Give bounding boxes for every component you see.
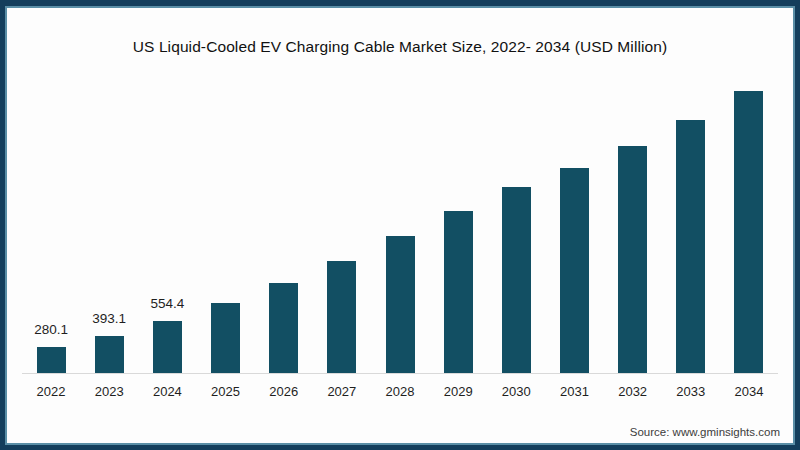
bar-group: [487, 91, 545, 373]
bars-row: 280.1 393.1 554.4: [22, 91, 778, 373]
bar-group: [429, 91, 487, 373]
bar: [734, 91, 763, 373]
x-axis-label: 2034: [720, 384, 778, 399]
bar: [153, 321, 182, 373]
bar-value-label: 393.1: [92, 311, 126, 326]
x-axis-label: 2023: [80, 384, 138, 399]
chart-frame: US Liquid-Cooled EV Charging Cable Marke…: [0, 0, 800, 450]
x-axis-label: 2025: [196, 384, 254, 399]
bar: [618, 146, 647, 373]
bar: [211, 303, 240, 374]
x-axis-label: 2028: [371, 384, 429, 399]
bar: [37, 347, 66, 373]
x-axis-label: 2029: [429, 384, 487, 399]
x-axis-labels: 2022202320242025202620272028202920302031…: [22, 384, 778, 399]
bar-group: 393.1: [80, 91, 138, 373]
plot-area: 280.1 393.1 554.4 202220232024202520262027…: [22, 91, 778, 399]
x-axis-label: 2033: [662, 384, 720, 399]
x-axis-label: 2031: [545, 384, 603, 399]
bar-group: [720, 91, 778, 373]
bar-group: 280.1: [22, 91, 80, 373]
x-axis-label: 2024: [138, 384, 196, 399]
bar-group: [545, 91, 603, 373]
bar-group: [604, 91, 662, 373]
chart-title: US Liquid-Cooled EV Charging Cable Marke…: [5, 38, 795, 56]
bar: [386, 236, 415, 373]
x-axis-label: 2022: [22, 384, 80, 399]
x-axis-label: 2030: [487, 384, 545, 399]
bar: [502, 187, 531, 373]
bar: [95, 336, 124, 373]
bar-value-label: 554.4: [150, 296, 184, 311]
bar-group: 554.4: [138, 91, 196, 373]
bar-group: [371, 91, 429, 373]
bar-value-label: 280.1: [34, 322, 68, 337]
bar: [327, 261, 356, 373]
bar: [269, 283, 298, 373]
bar: [444, 211, 473, 373]
x-axis-line: [22, 373, 778, 374]
bar: [676, 120, 705, 373]
x-axis-label: 2032: [604, 384, 662, 399]
bar-group: [313, 91, 371, 373]
x-axis-label: 2026: [255, 384, 313, 399]
bar: [560, 168, 589, 373]
source-text: Source: www.gminsights.com: [630, 426, 780, 438]
bar-group: [662, 91, 720, 373]
bar-group: [255, 91, 313, 373]
x-axis-label: 2027: [313, 384, 371, 399]
bar-group: [196, 91, 254, 373]
